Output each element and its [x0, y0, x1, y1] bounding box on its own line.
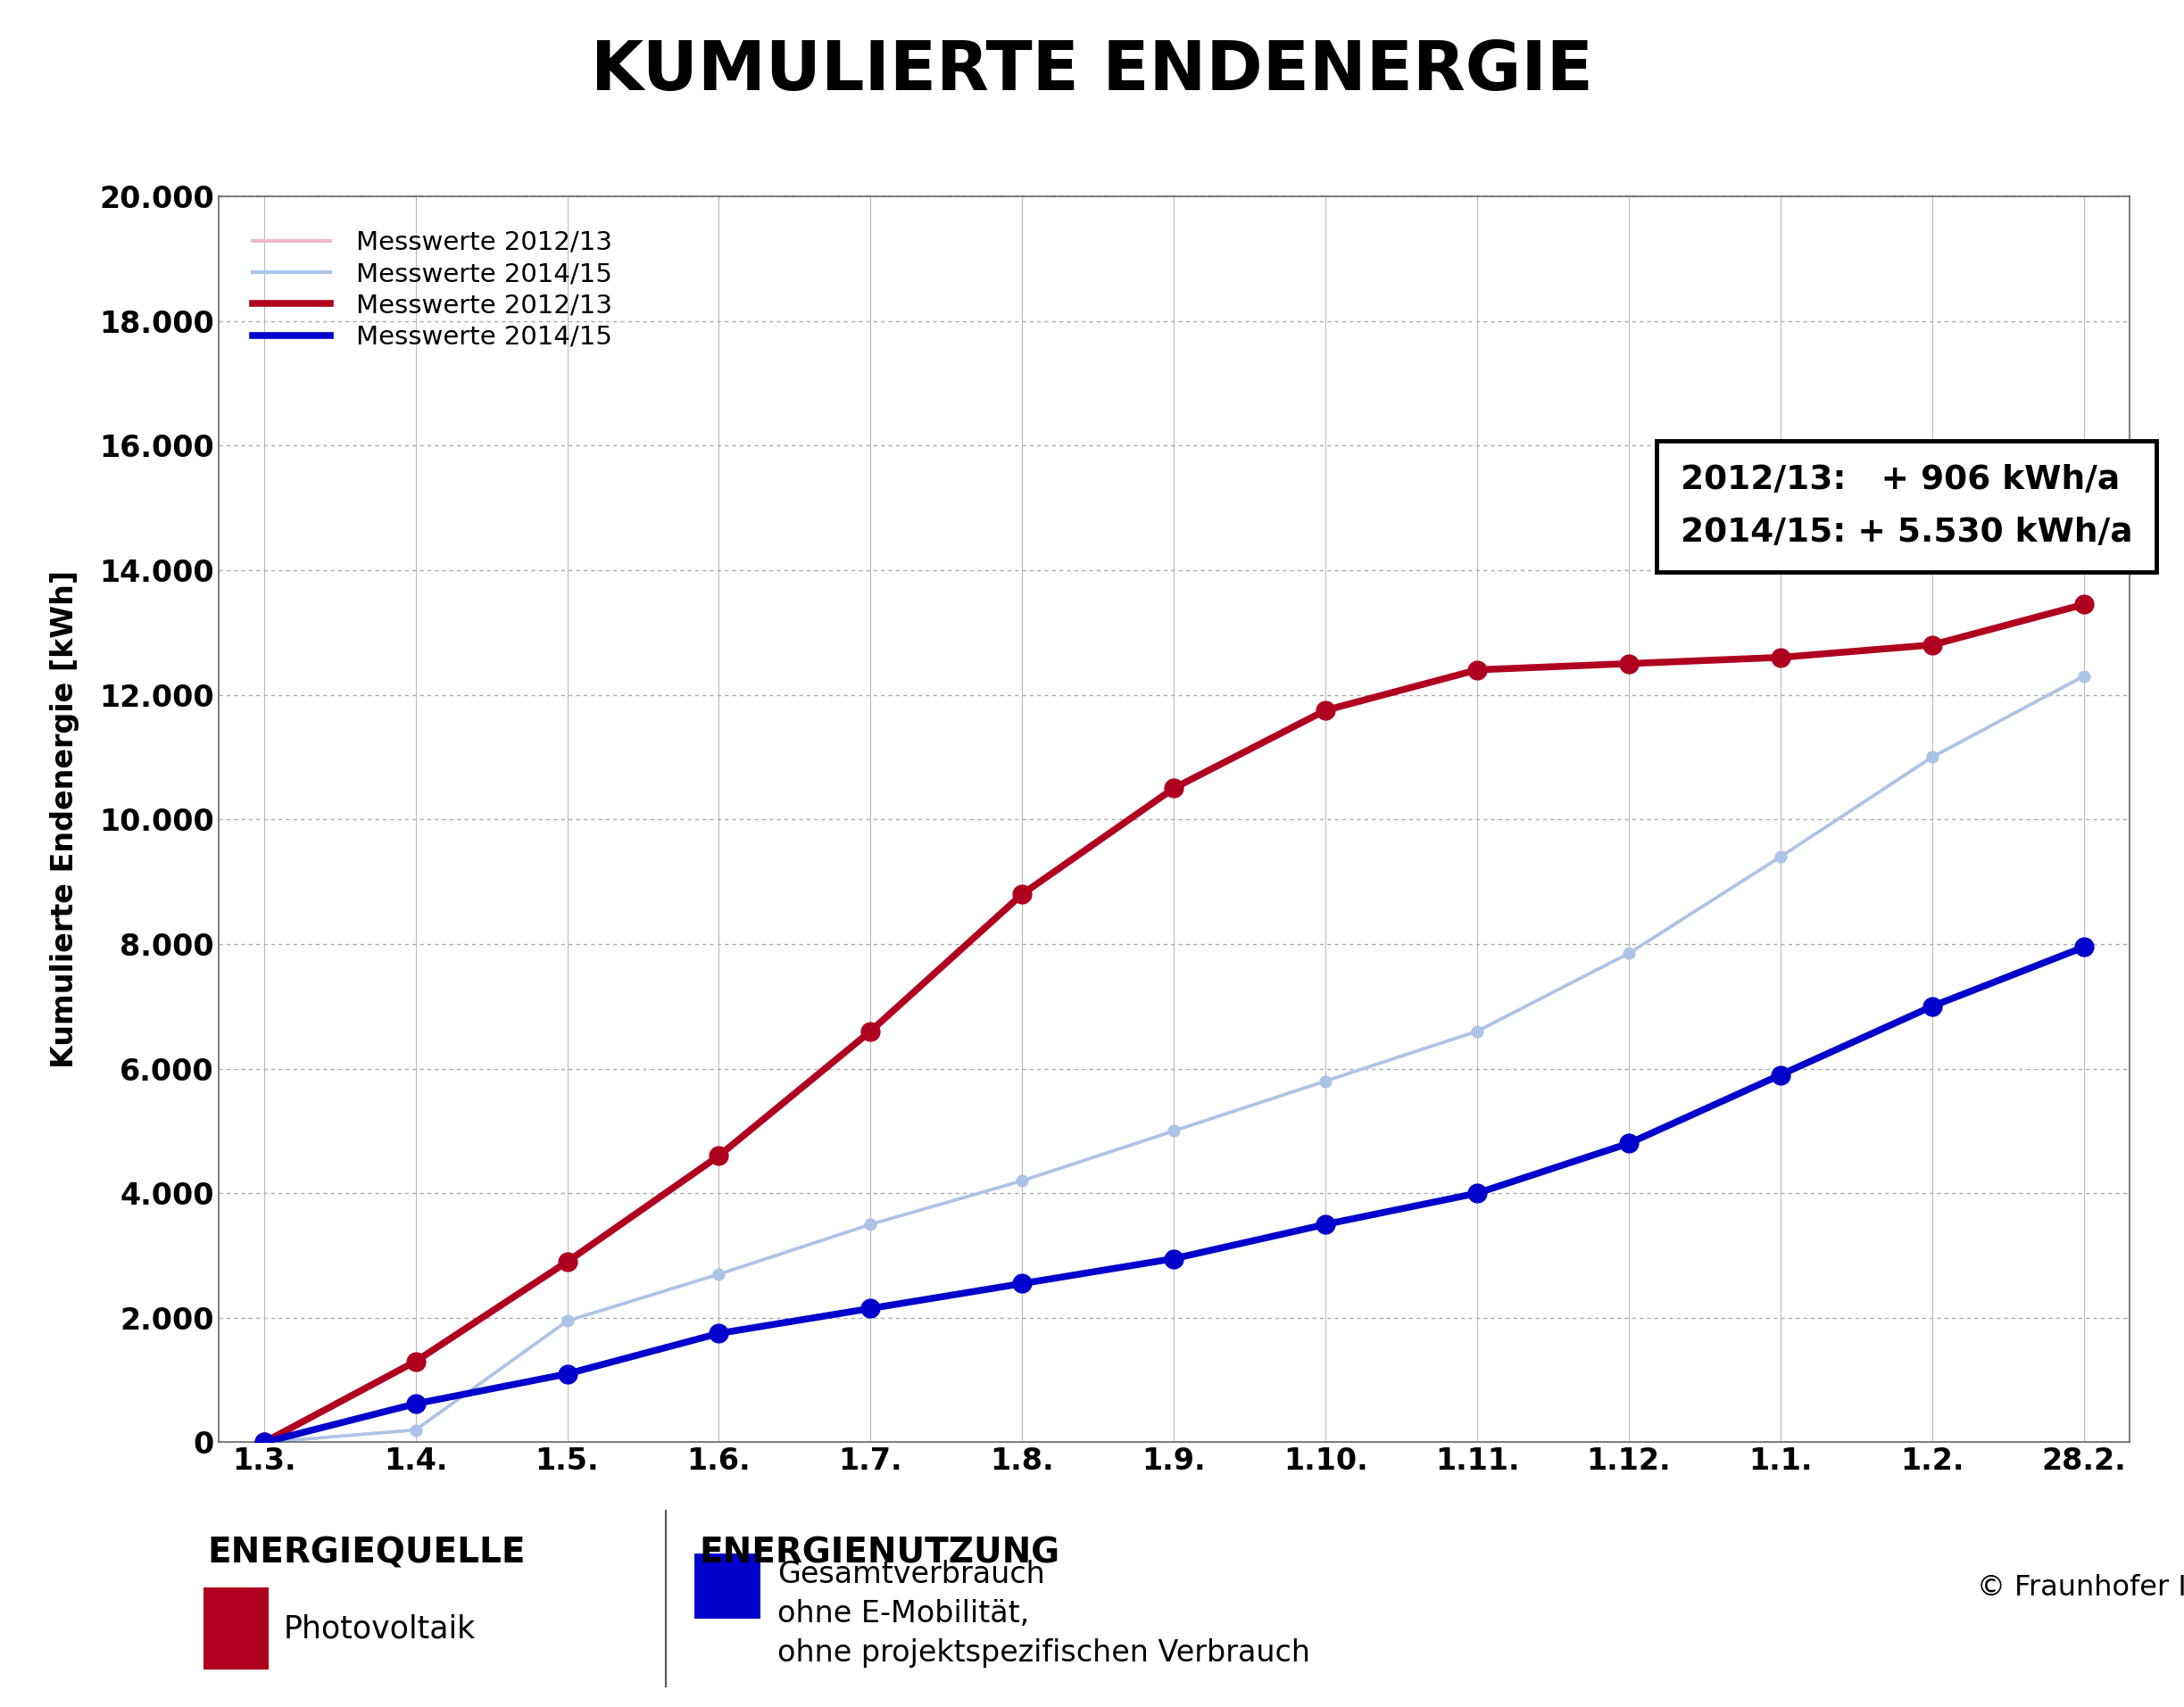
Text: Photovoltaik: Photovoltaik [284, 1613, 476, 1644]
Text: Gesamtverbrauch: Gesamtverbrauch [778, 1560, 1044, 1589]
Text: ENERGIEQUELLE: ENERGIEQUELLE [207, 1536, 526, 1570]
Text: ohne projektspezifischen Verbrauch: ohne projektspezifischen Verbrauch [778, 1639, 1310, 1668]
Text: 2012/13:   + 906 kWh/a
2014/15: + 5.530 kWh/a: 2012/13: + 906 kWh/a 2014/15: + 5.530 kW… [1679, 464, 2132, 548]
Y-axis label: Kumulierte Endenergie [kWh]: Kumulierte Endenergie [kWh] [50, 570, 79, 1069]
Legend: Messwerte 2012/13, Messwerte 2014/15, Messwerte 2012/13, Messwerte 2014/15: Messwerte 2012/13, Messwerte 2014/15, Me… [232, 210, 633, 370]
Text: KUMULIERTE ENDENERGIE: KUMULIERTE ENDENERGIE [592, 39, 1592, 104]
Text: ohne E-Mobilität,: ohne E-Mobilität, [778, 1599, 1029, 1628]
Text: © Fraunhofer IBP: © Fraunhofer IBP [1977, 1574, 2184, 1601]
Text: ENERGIENUTZUNG: ENERGIENUTZUNG [699, 1536, 1059, 1570]
